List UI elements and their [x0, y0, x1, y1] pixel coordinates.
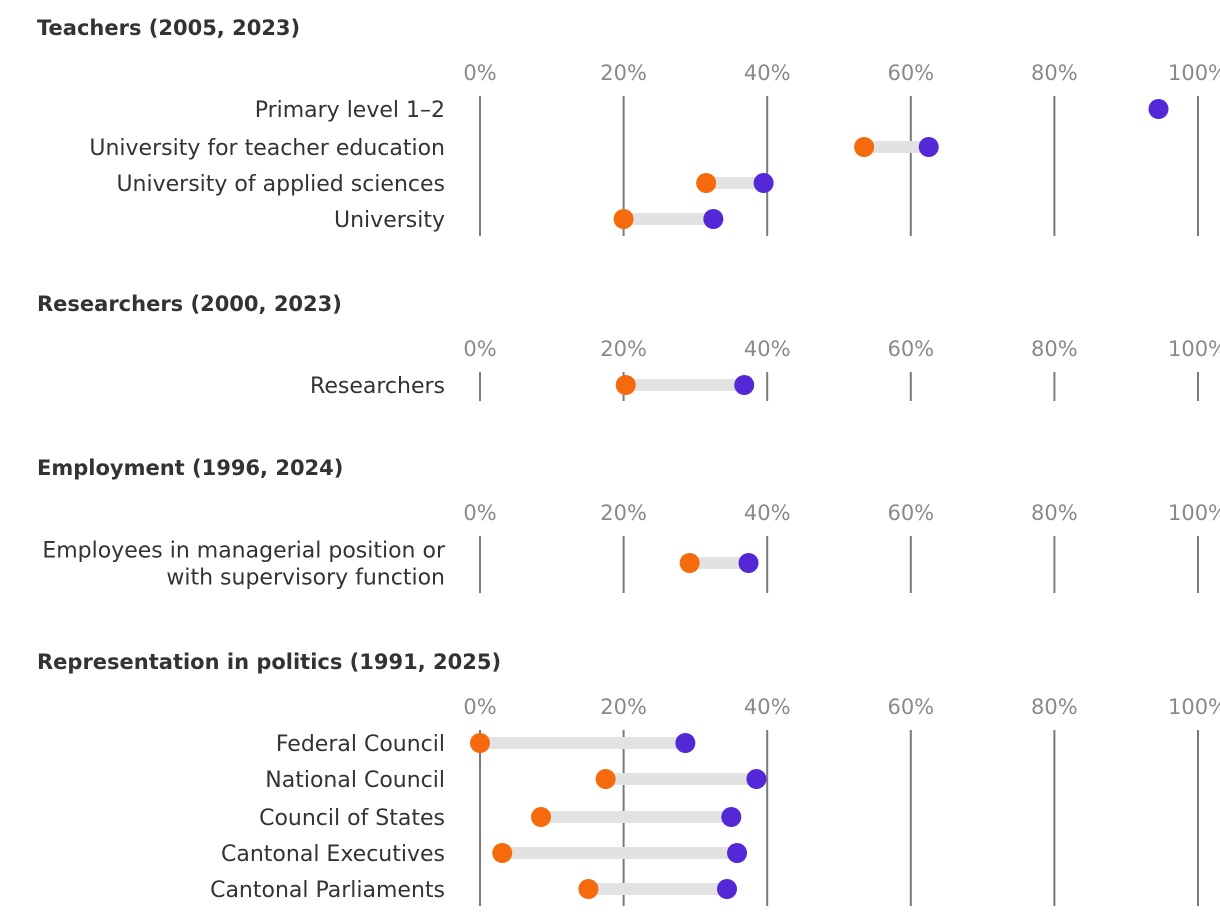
x-tick-label: 80% [1031, 337, 1078, 361]
later-year-dot[interactable] [721, 807, 742, 827]
row-label: University of applied sciences [116, 172, 445, 197]
x-tick-label: 100% [1168, 695, 1220, 719]
later-year-dot[interactable] [1148, 99, 1169, 119]
later-year-dot[interactable] [727, 843, 748, 863]
x-tick-label: 100% [1168, 501, 1220, 525]
data-row: University of applied sciences [116, 172, 774, 197]
earlier-year-dot[interactable] [531, 807, 552, 827]
earlier-year-dot[interactable] [595, 769, 616, 789]
later-year-dot[interactable] [675, 733, 696, 753]
x-tick-label: 80% [1031, 61, 1078, 85]
row-label-line: Employees in managerial position or [42, 539, 446, 564]
row-label: National Council [265, 768, 445, 793]
row-label-line: Council of States [259, 806, 445, 831]
x-tick-label: 40% [744, 61, 791, 85]
data-row: Researchers [310, 374, 755, 399]
x-tick-label: 20% [600, 695, 647, 719]
x-tick-label: 100% [1168, 61, 1220, 85]
later-year-dot[interactable] [738, 553, 759, 573]
x-tick-label: 80% [1031, 695, 1078, 719]
panel-title: Employment (1996, 2024) [37, 456, 343, 480]
row-label-line: Researchers [310, 374, 445, 399]
row-label-line: University [334, 208, 445, 233]
row-label: University [334, 208, 445, 233]
row-label-line: University of applied sciences [116, 172, 445, 197]
row-label: Primary level 1–2 [255, 98, 445, 123]
row-label-line: Cantonal Parliaments [210, 878, 445, 903]
data-row: Cantonal Parliaments [210, 878, 737, 903]
data-row: Primary level 1–2 [255, 98, 1169, 123]
earlier-year-dot[interactable] [615, 375, 636, 395]
earlier-year-dot[interactable] [492, 843, 513, 863]
data-row: National Council [265, 768, 767, 793]
later-year-dot[interactable] [716, 879, 737, 899]
row-label: Employees in managerial position or with … [42, 539, 446, 591]
x-tick-label: 60% [887, 337, 934, 361]
row-label: University for teacher education [89, 136, 445, 161]
earlier-year-dot[interactable] [679, 553, 700, 573]
later-year-dot[interactable] [703, 209, 724, 229]
row-label: Researchers [310, 374, 445, 399]
row-label-line: with supervisory function [166, 566, 445, 591]
panel-4: Representation in politics (1991, 2025) 0… [37, 650, 1220, 906]
later-year-dot[interactable] [734, 375, 755, 395]
x-tick-label: 0% [463, 695, 496, 719]
x-tick-label: 20% [600, 61, 647, 85]
data-row: Council of States [259, 806, 742, 831]
x-tick-label: 40% [744, 695, 791, 719]
later-year-dot[interactable] [918, 137, 939, 157]
data-row: University [334, 208, 724, 233]
row-label: Cantonal Executives [221, 842, 445, 867]
row-label-line: Primary level 1–2 [255, 98, 445, 123]
row-label-line: University for teacher education [89, 136, 445, 161]
earlier-year-dot[interactable] [578, 879, 599, 899]
panel-title: Representation in politics (1991, 2025) [37, 650, 501, 674]
earlier-year-dot[interactable] [696, 173, 717, 193]
panel-2: Researchers (2000, 2023) 0% 20% 40% 60% 80% 10… [37, 292, 1220, 401]
data-row: University for teacher education [89, 136, 939, 161]
row-label-line: National Council [265, 768, 445, 793]
data-row: Cantonal Executives [221, 842, 748, 867]
x-tick-label: 0% [463, 61, 496, 85]
x-tick-label: 0% [463, 501, 496, 525]
x-tick-label: 60% [887, 61, 934, 85]
x-tick-label: 40% [744, 501, 791, 525]
x-tick-label: 80% [1031, 501, 1078, 525]
row-label-line: Federal Council [276, 732, 445, 757]
row-label: Cantonal Parliaments [210, 878, 445, 903]
earlier-year-dot[interactable] [470, 733, 490, 753]
x-tick-label: 60% [887, 695, 934, 719]
data-row: Employees in managerial position or with … [42, 539, 759, 591]
x-tick-label: 0% [463, 337, 496, 361]
row-label: Council of States [259, 806, 445, 831]
panel-title: Researchers (2000, 2023) [37, 292, 342, 316]
row-label-line: Cantonal Executives [221, 842, 445, 867]
earlier-year-dot[interactable] [613, 209, 634, 229]
x-tick-label: 100% [1168, 337, 1220, 361]
x-tick-label: 20% [600, 501, 647, 525]
later-year-dot[interactable] [753, 173, 774, 193]
row-label: Federal Council [276, 732, 445, 757]
panel-3: Employment (1996, 2024) 0% 20% 40% 60% 80% 100… [37, 456, 1220, 593]
later-year-dot[interactable] [746, 769, 767, 789]
x-tick-label: 40% [744, 337, 791, 361]
earlier-year-dot[interactable] [854, 137, 875, 157]
data-row: Federal Council [276, 732, 696, 757]
panel-1: Teachers (2005, 2023) 0% 20% 40% 60% 80% 100% P… [37, 16, 1220, 236]
panel-title: Teachers (2005, 2023) [37, 16, 300, 40]
x-tick-label: 60% [887, 501, 934, 525]
x-tick-label: 20% [600, 337, 647, 361]
